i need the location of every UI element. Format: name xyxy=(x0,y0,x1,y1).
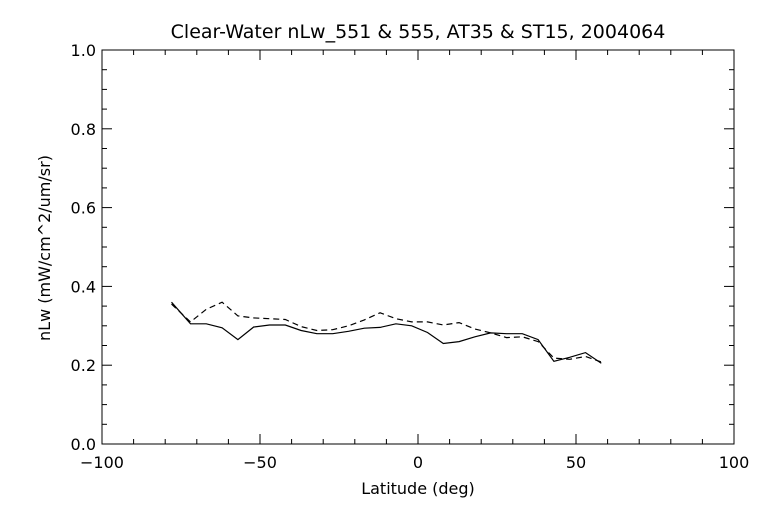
y-tick-label: 0.4 xyxy=(71,277,96,296)
y-tick-label: 0.6 xyxy=(71,199,96,218)
plot-frame xyxy=(101,49,735,445)
y-tick-label: 0.8 xyxy=(71,120,96,139)
tick-labels: −100 −50 0 50 100 0.0 0.2 0.4 0.6 0.8 1.0 xyxy=(71,41,750,472)
x-axis-label: Latitude (deg) xyxy=(361,479,475,498)
y-axis-label: nLw (mW/cm^2/um/sr) xyxy=(35,155,54,341)
x-tick-label: 50 xyxy=(566,453,586,472)
x-tick-label: 0 xyxy=(413,453,423,472)
y-tick-label: 0.2 xyxy=(71,356,96,375)
y-tick-label: 0.0 xyxy=(71,435,96,454)
x-tick-label: 100 xyxy=(719,453,750,472)
x-tick-label: −50 xyxy=(243,453,277,472)
series-lines xyxy=(171,301,602,364)
chart-title: Clear-Water nLw_551 & 555, AT35 & ST15, … xyxy=(171,21,666,43)
y-tick-label: 1.0 xyxy=(71,41,96,60)
x-tick-label: −100 xyxy=(80,453,124,472)
series-line-dashed xyxy=(171,301,602,363)
series-line-solid xyxy=(171,301,602,364)
axis-ticks xyxy=(101,49,735,445)
